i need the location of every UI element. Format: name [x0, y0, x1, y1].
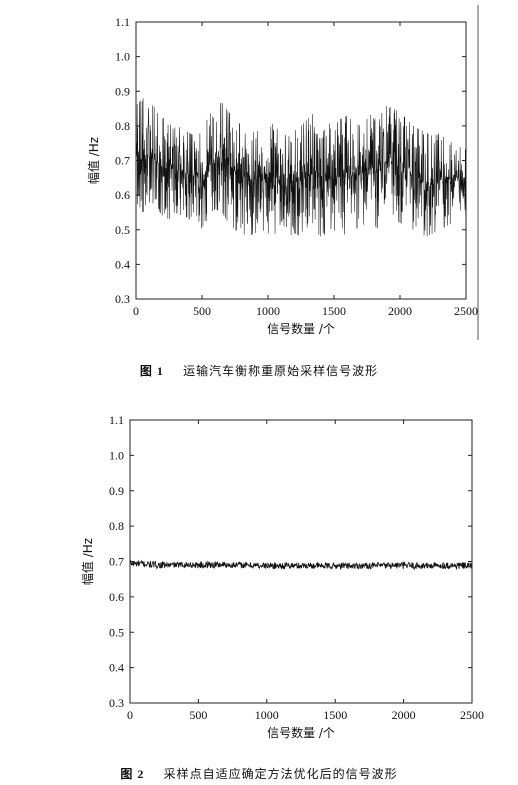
y-tick-label: 1.0 — [109, 448, 124, 462]
x-tick-label: 1500 — [323, 708, 347, 722]
y-tick-label: 1.0 — [115, 50, 130, 64]
caption-number: 图 2 — [120, 767, 145, 781]
y-tick-label: 0.4 — [109, 661, 124, 675]
caption-number: 图 1 — [139, 364, 164, 378]
y-tick-label: 1.1 — [115, 15, 130, 29]
y-tick-label: 0.8 — [115, 119, 130, 133]
x-tick-label: 0 — [133, 304, 139, 318]
y-tick-label: 0.6 — [109, 590, 124, 604]
y-tick-label: 0.3 — [115, 292, 130, 306]
figure-1-caption: 图 1 运输汽车衡称重原始采样信号波形 — [0, 362, 518, 379]
x-axis-label: 信号数量 /个 — [267, 725, 335, 740]
y-tick-label: 0.6 — [115, 188, 130, 202]
x-tick-label: 500 — [193, 304, 211, 318]
plot-frame — [129, 419, 473, 704]
x-tick-label: 2000 — [388, 304, 412, 318]
signal-series-line — [135, 98, 467, 237]
x-tick-label: 500 — [189, 708, 207, 722]
caption-text: 运输汽车衡称重原始采样信号波形 — [183, 364, 379, 378]
figure-2-caption: 图 2 采样点自适应确定方法优化后的信号波形 — [0, 765, 518, 782]
x-tick-label: 2500 — [454, 304, 478, 318]
chart-2: 0.3 0.4 0.5 0.6 0.7 0.8 0.9 1.0 1.1 0 500 1000 1500 2… — [80, 413, 484, 740]
y-tick-label: 0.7 — [115, 154, 130, 168]
figure-2: 0.3 0.4 0.5 0.6 0.7 0.8 0.9 1.0 1.1 0 500 1000 1500 2… — [0, 395, 518, 785]
y-tick-label: 0.8 — [109, 519, 124, 533]
caption-text: 采样点自适应确定方法优化后的信号波形 — [163, 767, 398, 781]
x-tick-label: 1000 — [255, 708, 279, 722]
x-tick-label: 2000 — [392, 708, 416, 722]
y-tick-label: 0.5 — [109, 625, 124, 639]
figure-1: 0.3 0.4 0.5 0.6 0.7 0.8 0.9 1.0 1.1 0 500 1000 1500 2… — [0, 0, 518, 390]
y-tick-label: 0.3 — [109, 696, 124, 710]
chart-1: 0.3 0.4 0.5 0.6 0.7 0.8 0.9 1.0 1.1 0 500 1000 1500 2… — [86, 5, 479, 340]
y-axis-label: 幅值 /Hz — [86, 137, 101, 184]
x-tick-label: 1500 — [322, 304, 346, 318]
x-tick-label: 2500 — [460, 708, 484, 722]
y-tick-label: 0.9 — [109, 484, 124, 498]
x-axis-label: 信号数量 /个 — [267, 321, 335, 336]
x-tick-label: 0 — [127, 708, 133, 722]
y-tick-label: 0.9 — [115, 84, 130, 98]
signal-series-line — [129, 559, 473, 571]
y-tick-label: 0.4 — [115, 257, 130, 271]
y-tick-label: 1.1 — [109, 413, 124, 427]
x-tick-label: 1000 — [256, 304, 280, 318]
y-tick-label: 0.7 — [109, 555, 124, 569]
y-axis-label: 幅值 /Hz — [80, 538, 95, 585]
y-tick-label: 0.5 — [115, 223, 130, 237]
